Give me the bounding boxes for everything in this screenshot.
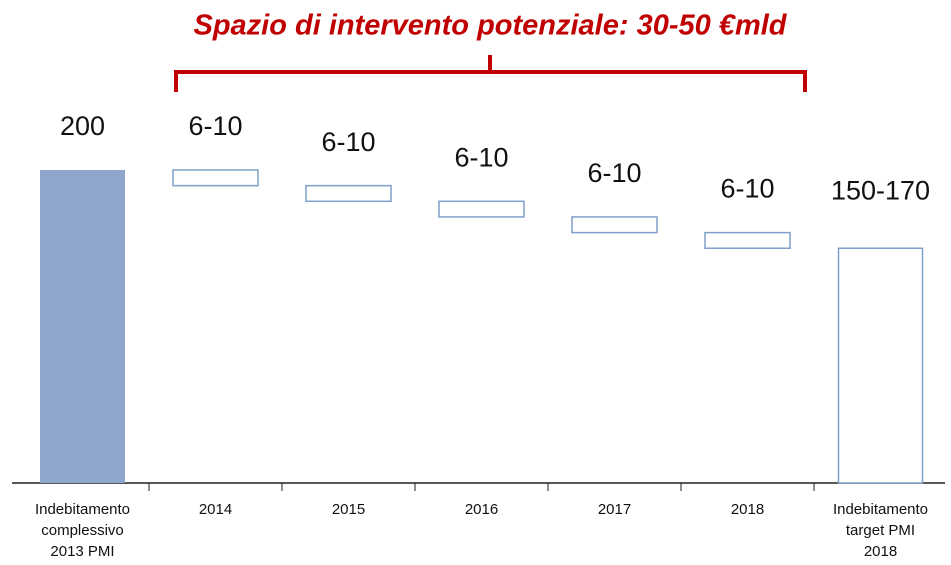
value-label: 6-10 <box>587 158 641 188</box>
x-tick-label: 2016 <box>465 501 498 518</box>
x-tick-label: 2014 <box>199 501 232 518</box>
range-box <box>704 231 791 250</box>
x-tick-label: Indebitamento <box>35 501 130 518</box>
value-label: 6-10 <box>321 127 375 157</box>
x-tick-label: 2015 <box>332 501 365 518</box>
x-tick-label: complessivo <box>41 522 124 539</box>
value-label: 150-170 <box>831 175 930 205</box>
bracket <box>174 55 807 92</box>
x-tick-label: 2013 PMI <box>50 543 114 560</box>
value-label: 6-10 <box>454 142 508 172</box>
x-tick-label: 2017 <box>598 501 631 518</box>
x-tick-label: 2018 <box>731 501 764 518</box>
chart-title: Spazio di intervento potenziale: 30-50 €… <box>193 10 787 42</box>
range-box <box>172 169 259 187</box>
range-box <box>571 216 658 234</box>
x-tick-label: 2018 <box>864 543 897 560</box>
value-label: 6-10 <box>188 111 242 141</box>
value-label: 200 <box>60 111 105 141</box>
bar <box>40 170 125 483</box>
value-label: 6-10 <box>720 174 774 204</box>
range-box <box>305 184 392 203</box>
x-tick-label: target PMI <box>846 522 915 539</box>
bar <box>837 247 924 484</box>
x-tick-label: Indebitamento <box>833 501 928 518</box>
range-box <box>438 200 525 218</box>
